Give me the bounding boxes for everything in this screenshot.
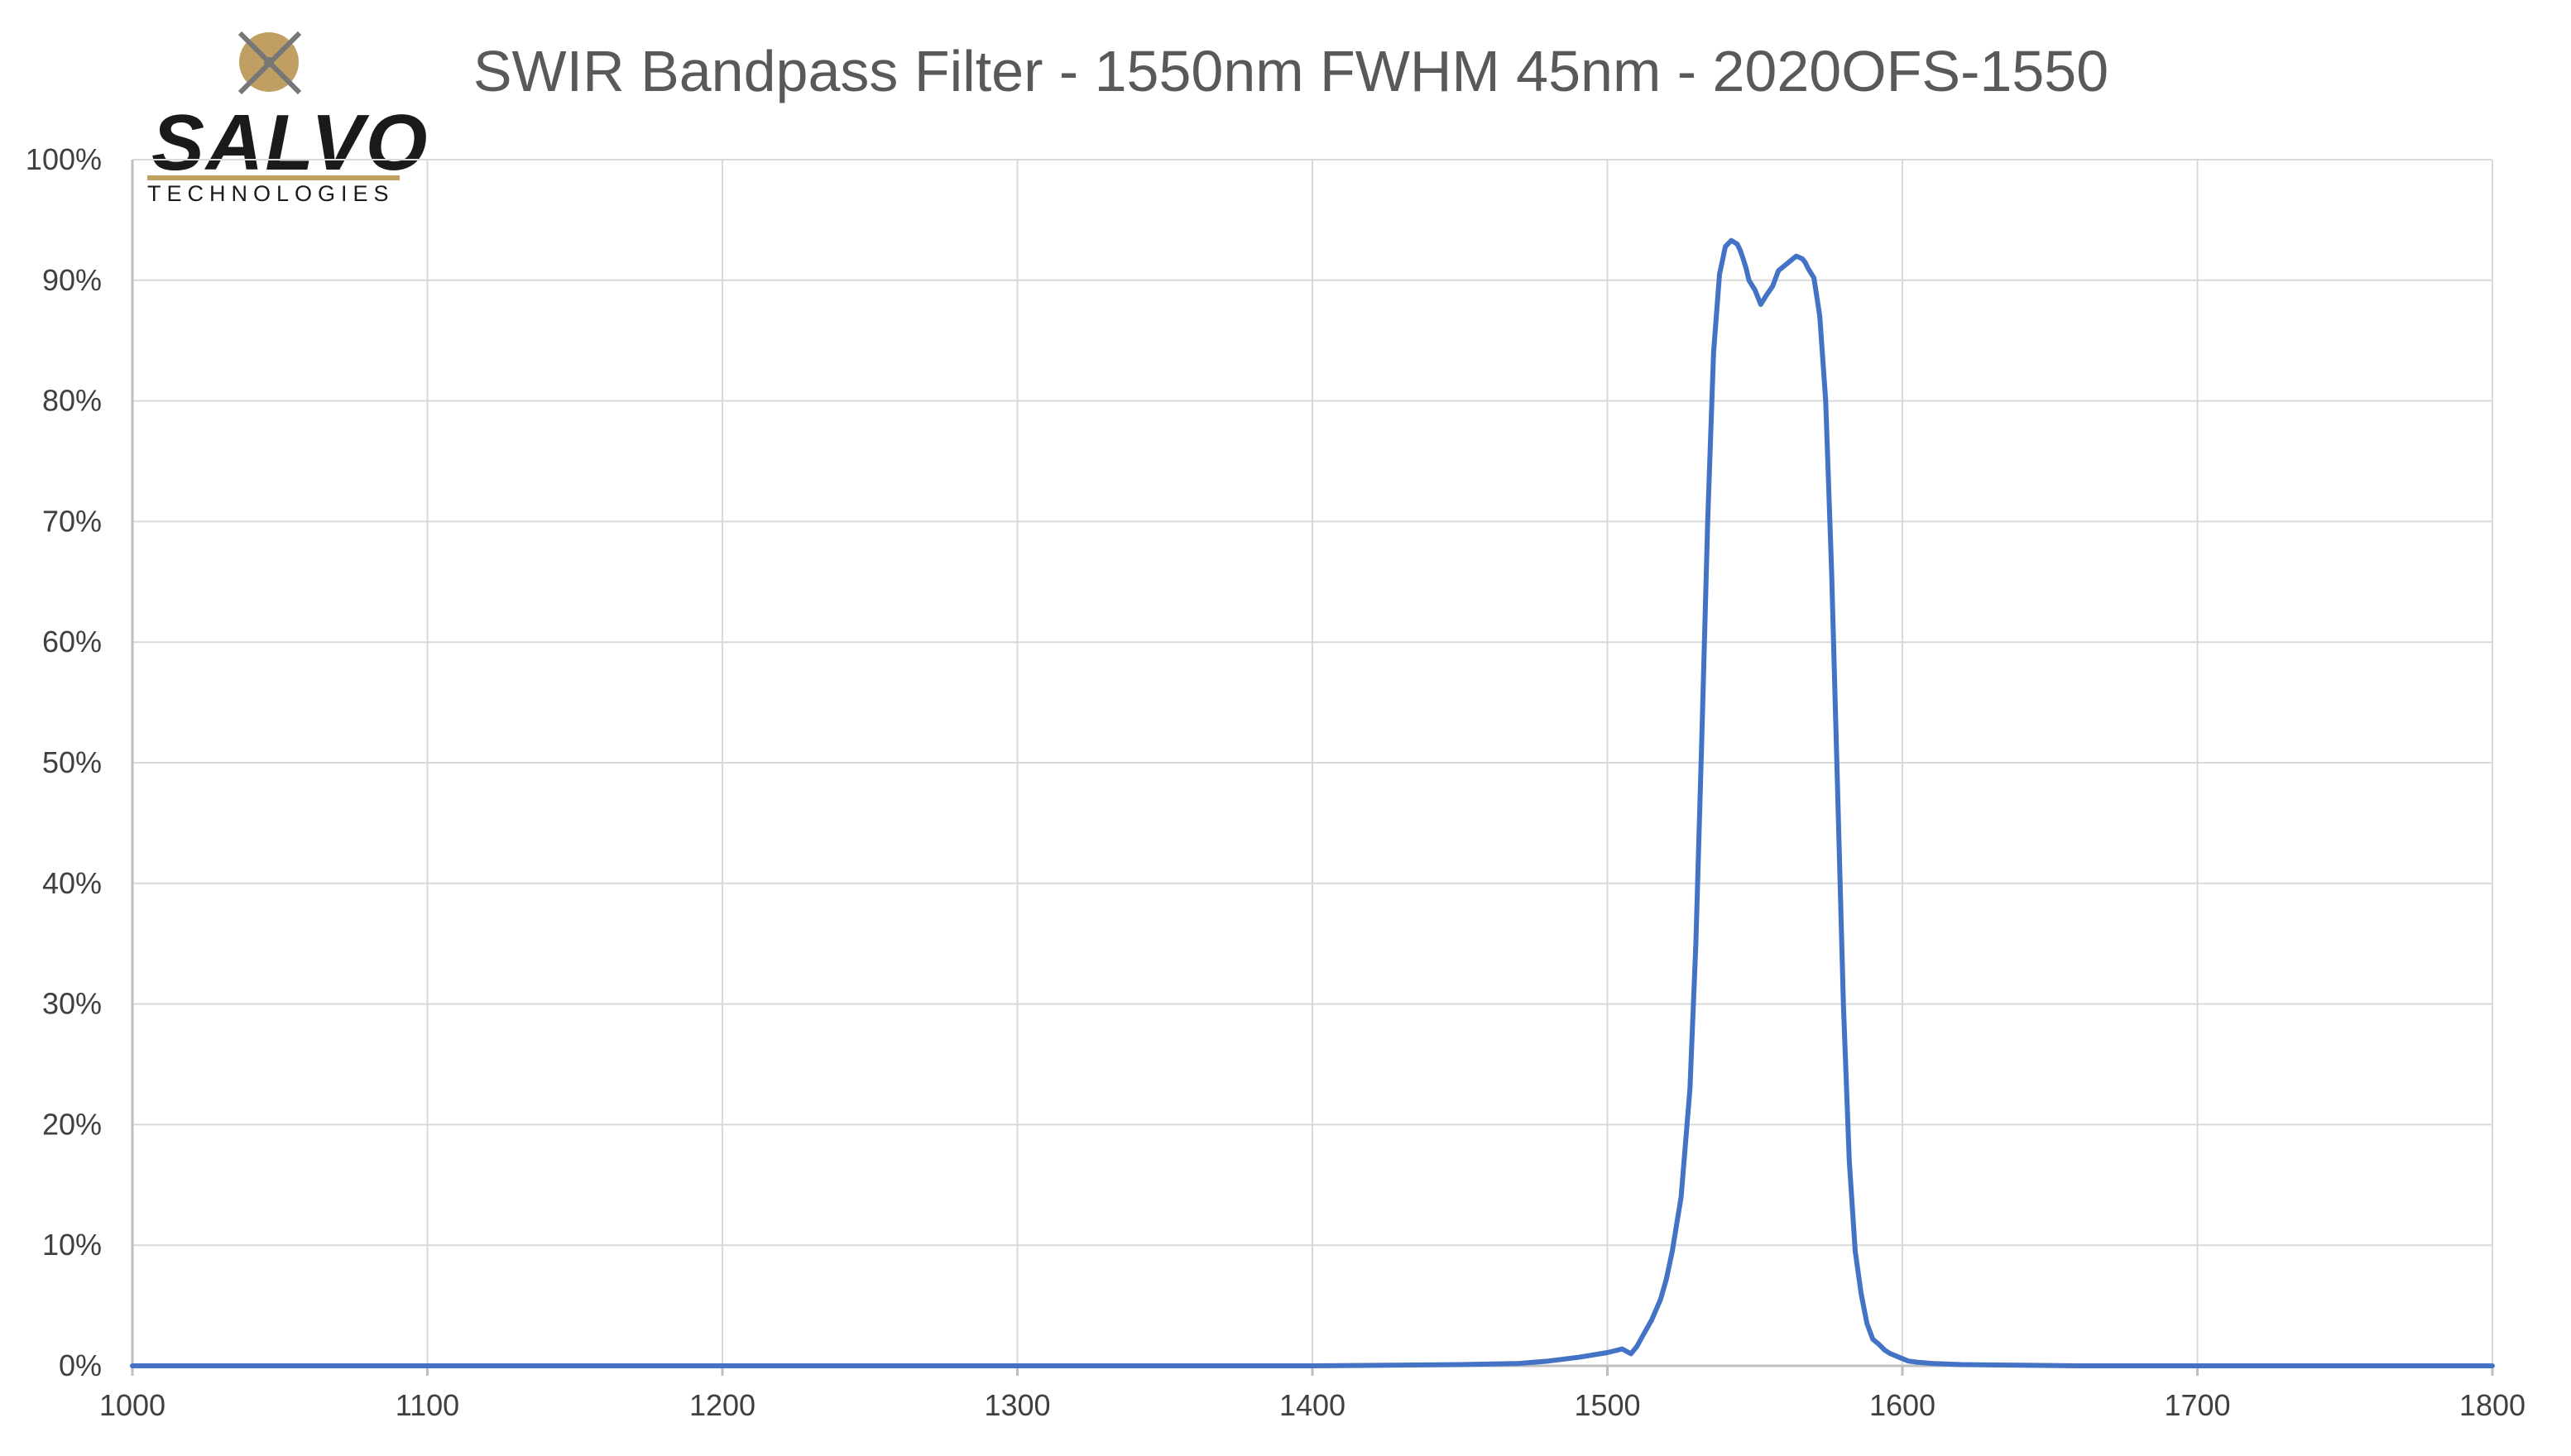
y-tick-label: 10% bbox=[42, 1228, 102, 1262]
y-tick-labels: 0% 10% 20% 30% 40% 50% 60% 70% 80% 90% 100% bbox=[26, 142, 102, 1382]
x-tick-label: 1300 bbox=[984, 1388, 1050, 1422]
series-layer bbox=[130, 237, 2495, 1368]
y-tick-label: 50% bbox=[42, 745, 102, 779]
y-tick-label: 60% bbox=[42, 625, 102, 659]
salvo-logo: SALVO TECHNOLOGIES bbox=[147, 31, 429, 206]
x-tick-label: 1700 bbox=[2164, 1388, 2230, 1422]
x-tick-labels: 1000 1100 1200 1300 1400 1500 1600 1700 1800 bbox=[99, 1388, 2525, 1422]
x-tick-label: 1600 bbox=[1869, 1388, 1935, 1422]
logo-underline bbox=[147, 175, 400, 180]
y-tick-label: 20% bbox=[42, 1107, 102, 1141]
logo-emblem-dot bbox=[264, 57, 274, 67]
x-tick-label: 1200 bbox=[689, 1388, 755, 1422]
series-line bbox=[130, 237, 2495, 1368]
x-tick-label: 1000 bbox=[99, 1388, 165, 1422]
x-tick-label: 1100 bbox=[396, 1388, 459, 1422]
y-tick-label: 100% bbox=[26, 142, 102, 176]
x-tick-label: 1400 bbox=[1279, 1388, 1345, 1422]
y-tick-label: 30% bbox=[42, 987, 102, 1021]
chart-title: SWIR Bandpass Filter - 1550nm FWHM 45nm … bbox=[473, 39, 2108, 103]
y-tick-label: 70% bbox=[42, 504, 102, 538]
y-tick-label: 90% bbox=[42, 263, 102, 297]
gridlines bbox=[132, 159, 2493, 1366]
logo-name: SALVO bbox=[151, 98, 429, 187]
y-tick-label: 0% bbox=[59, 1348, 102, 1382]
y-tick-label: 80% bbox=[42, 384, 102, 418]
x-tick-label: 1800 bbox=[2459, 1388, 2525, 1422]
y-tick-label: 40% bbox=[42, 866, 102, 900]
logo-subtitle: TECHNOLOGIES bbox=[147, 181, 395, 206]
x-tick-label: 1500 bbox=[1574, 1388, 1640, 1422]
